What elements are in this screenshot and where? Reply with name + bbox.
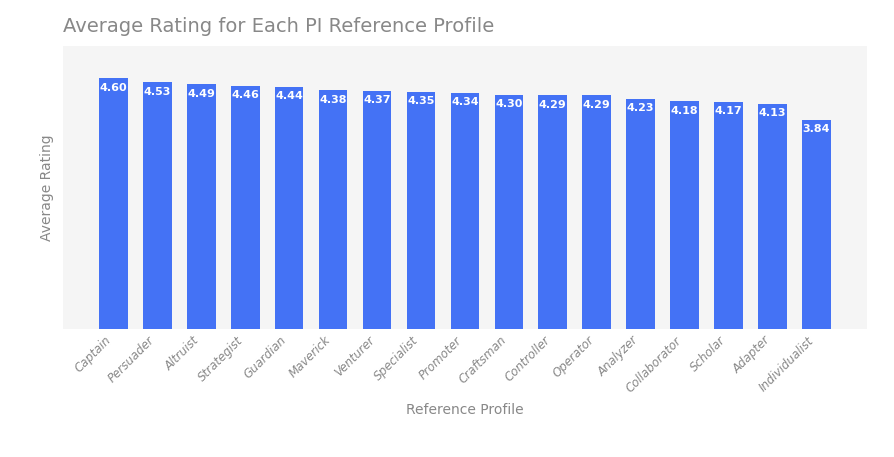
Bar bbox=[582, 96, 611, 329]
Y-axis label: Average Rating: Average Rating bbox=[40, 134, 55, 241]
Bar bbox=[187, 85, 215, 329]
Bar bbox=[670, 101, 699, 329]
Bar bbox=[494, 95, 523, 329]
Text: 4.44: 4.44 bbox=[275, 91, 303, 101]
Text: Average Rating for Each PI Reference Profile: Average Rating for Each PI Reference Pro… bbox=[63, 17, 493, 36]
Text: 4.30: 4.30 bbox=[495, 99, 522, 109]
Bar bbox=[99, 79, 128, 329]
X-axis label: Reference Profile: Reference Profile bbox=[406, 403, 524, 417]
Text: 4.38: 4.38 bbox=[319, 95, 347, 105]
Text: 4.29: 4.29 bbox=[539, 100, 567, 110]
Bar bbox=[274, 87, 303, 329]
Text: 4.34: 4.34 bbox=[451, 97, 478, 107]
Text: 4.29: 4.29 bbox=[583, 100, 611, 110]
Text: 4.49: 4.49 bbox=[188, 89, 215, 99]
Text: 4.13: 4.13 bbox=[759, 108, 786, 118]
Bar bbox=[627, 99, 655, 329]
Text: 4.35: 4.35 bbox=[408, 96, 434, 106]
Text: 4.17: 4.17 bbox=[714, 106, 742, 116]
Text: 4.46: 4.46 bbox=[232, 90, 259, 101]
Bar bbox=[407, 92, 435, 329]
Text: 4.53: 4.53 bbox=[144, 86, 171, 96]
Bar bbox=[319, 90, 348, 329]
Text: 4.60: 4.60 bbox=[99, 83, 127, 93]
Text: 3.84: 3.84 bbox=[803, 124, 831, 134]
Bar bbox=[714, 102, 743, 329]
Bar bbox=[758, 104, 787, 329]
Text: 4.37: 4.37 bbox=[363, 96, 391, 105]
Bar bbox=[451, 93, 479, 329]
Bar bbox=[802, 120, 831, 329]
Bar bbox=[231, 86, 259, 329]
Bar bbox=[143, 82, 172, 329]
Text: 4.18: 4.18 bbox=[670, 106, 698, 116]
Bar bbox=[538, 96, 567, 329]
Text: 4.23: 4.23 bbox=[627, 103, 654, 113]
Bar bbox=[363, 91, 392, 329]
